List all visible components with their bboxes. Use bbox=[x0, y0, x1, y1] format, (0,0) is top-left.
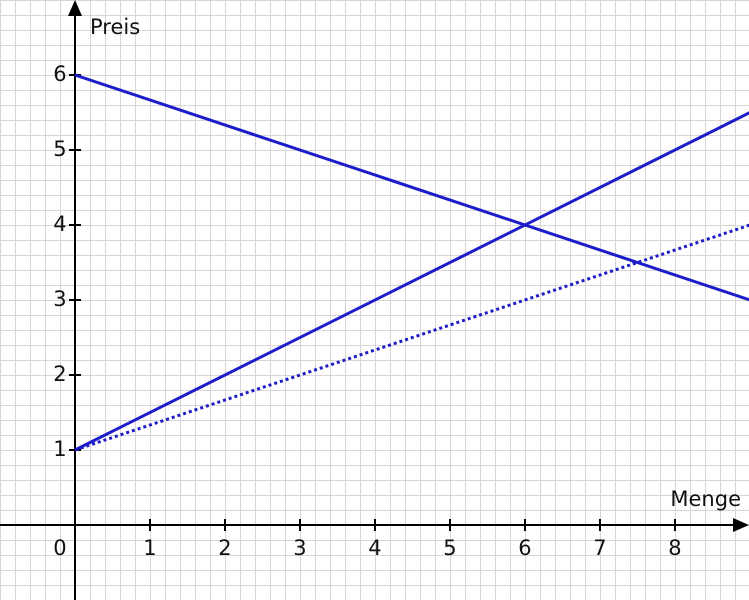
x-axis-label: Menge bbox=[670, 487, 741, 511]
y-tick-label: 1 bbox=[53, 437, 66, 461]
y-tick-label: 4 bbox=[53, 212, 66, 236]
y-tick-label: 5 bbox=[53, 137, 66, 161]
x-tick-label: 2 bbox=[218, 536, 231, 560]
y-tick-label: 6 bbox=[53, 62, 66, 86]
x-tick-label: 5 bbox=[443, 536, 456, 560]
y-axis-arrow bbox=[67, 0, 82, 16]
y-axis-label: Preis bbox=[90, 15, 140, 39]
x-tick-label: 6 bbox=[518, 536, 531, 560]
x-tick-label: 8 bbox=[668, 536, 681, 560]
x-axis-arrow bbox=[733, 518, 749, 532]
y-tick-label: 2 bbox=[53, 362, 66, 386]
series-line bbox=[74, 223, 749, 452]
series-line bbox=[74, 73, 749, 302]
x-tick-label: 7 bbox=[593, 536, 606, 560]
y-tick-label: 3 bbox=[53, 287, 66, 311]
x-tick-label: 1 bbox=[143, 536, 156, 560]
x-tick-label: 4 bbox=[368, 536, 381, 560]
series-line bbox=[74, 111, 749, 452]
x-tick-label: 3 bbox=[293, 536, 306, 560]
x-tick-label: 0 bbox=[53, 536, 66, 560]
